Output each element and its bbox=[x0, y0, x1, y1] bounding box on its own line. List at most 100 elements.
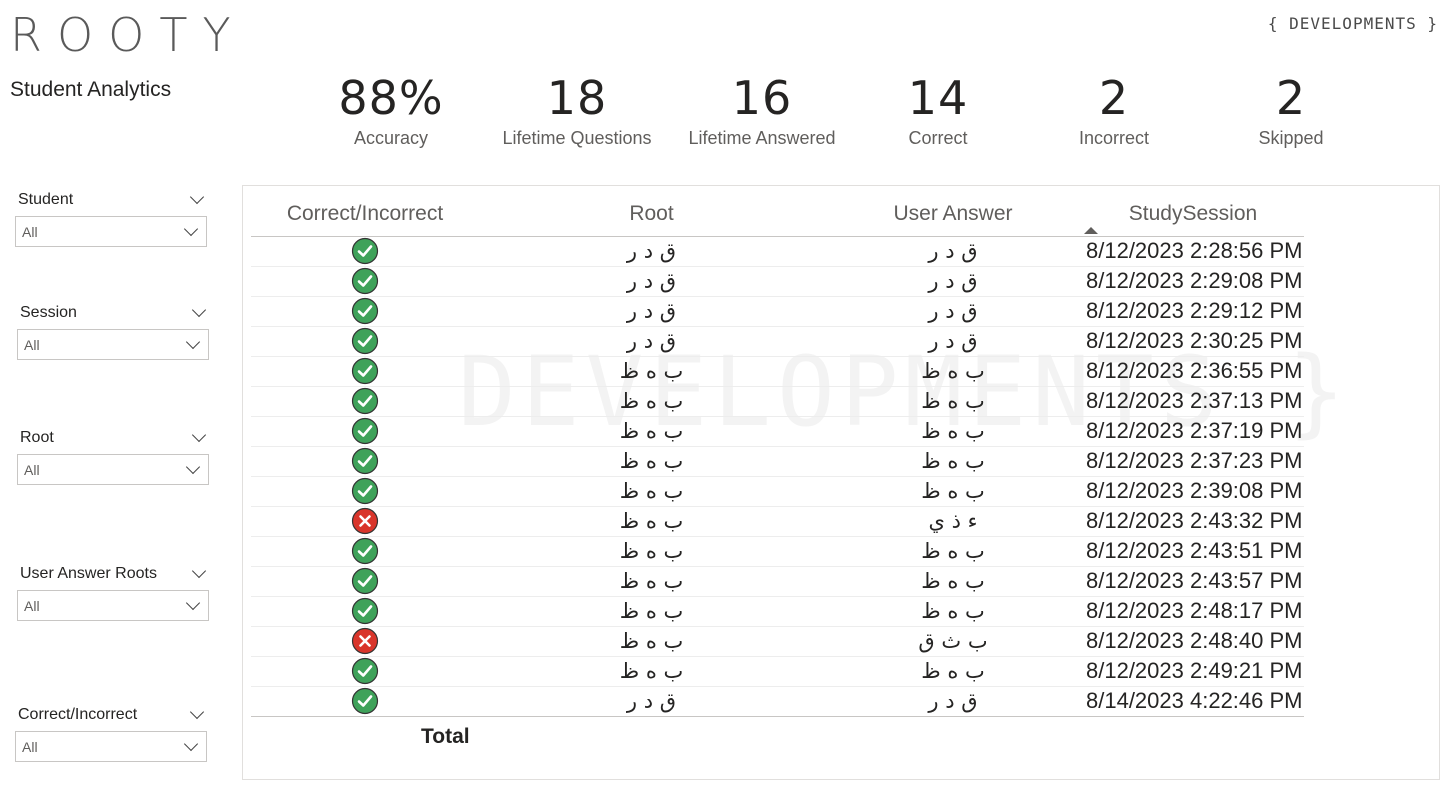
chevron-down-icon bbox=[183, 221, 199, 236]
user-answer-cell: ق د ر bbox=[824, 686, 1082, 717]
user-answer-cell: ق د ر bbox=[824, 296, 1082, 327]
study-session-cell: 8/12/2023 2:48:40 PM bbox=[1082, 626, 1304, 657]
user-answer-cell: ق د ر bbox=[824, 266, 1082, 297]
root-cell: ق د ر bbox=[479, 326, 824, 357]
root-cell: ب ه ظ bbox=[479, 536, 824, 567]
check-circle-icon bbox=[351, 387, 379, 415]
slicer-header[interactable]: Student bbox=[15, 189, 207, 210]
study-session-cell: 8/12/2023 2:48:17 PM bbox=[1082, 596, 1304, 627]
slicer-header[interactable]: Correct/Incorrect bbox=[15, 704, 207, 725]
status-cell bbox=[251, 686, 479, 717]
status-cell bbox=[251, 266, 479, 297]
column-header-root[interactable]: Root bbox=[479, 192, 824, 237]
chevron-down-icon[interactable] bbox=[191, 563, 207, 579]
slicer-header[interactable]: Session bbox=[17, 302, 209, 323]
check-circle-icon bbox=[351, 597, 379, 625]
column-header-label: StudySession bbox=[1128, 201, 1258, 225]
kpi-value: 2 bbox=[1275, 71, 1307, 125]
correct-incorrect-dropdown[interactable]: All bbox=[15, 731, 207, 762]
slicer-correct-incorrect: Correct/Incorrect All bbox=[15, 704, 207, 762]
root-cell: ق د ر bbox=[479, 266, 824, 297]
check-circle-icon bbox=[351, 657, 379, 685]
check-circle-icon bbox=[351, 477, 379, 505]
column-header-study-session[interactable]: StudySession bbox=[1082, 192, 1304, 237]
check-circle-icon bbox=[351, 687, 379, 715]
study-session-cell: 8/12/2023 2:30:25 PM bbox=[1082, 326, 1304, 357]
chevron-down-icon[interactable] bbox=[189, 189, 205, 205]
study-session-cell: 8/12/2023 2:37:13 PM bbox=[1082, 386, 1304, 417]
root-dropdown[interactable]: All bbox=[17, 454, 209, 485]
user-answer-cell: ب ه ظ bbox=[824, 596, 1082, 627]
kpi-correct: 14 Correct bbox=[853, 70, 1023, 149]
status-cell bbox=[251, 416, 479, 447]
results-table-panel: DEVELOPMENTS } Correct/Incorrect Root Us… bbox=[242, 185, 1440, 780]
column-header-correct-incorrect[interactable]: Correct/Incorrect bbox=[251, 192, 479, 237]
user-answer-cell: ق د ر bbox=[824, 236, 1082, 267]
page-subtitle: Student Analytics bbox=[10, 78, 172, 101]
slicer-session: Session All bbox=[17, 302, 209, 360]
study-session-cell: 8/12/2023 2:49:21 PM bbox=[1082, 656, 1304, 687]
study-session-cell: 8/12/2023 2:39:08 PM bbox=[1082, 476, 1304, 507]
dropdown-value: All bbox=[22, 738, 38, 755]
chevron-down-icon[interactable] bbox=[191, 302, 207, 318]
kpi-value: 14 bbox=[907, 71, 969, 125]
root-cell: ق د ر bbox=[479, 296, 824, 327]
dropdown-value: All bbox=[24, 597, 40, 614]
root-cell: ق د ر bbox=[479, 686, 824, 717]
status-cell bbox=[251, 506, 479, 537]
kpi-label: Correct bbox=[908, 128, 968, 148]
slicer-student: Student All bbox=[15, 189, 207, 247]
kpi-value: 2 bbox=[1098, 71, 1130, 125]
kpi-value: 16 bbox=[731, 71, 793, 125]
sort-ascending-icon bbox=[1084, 226, 1098, 234]
check-circle-icon bbox=[351, 357, 379, 385]
status-cell bbox=[251, 566, 479, 597]
chevron-down-icon[interactable] bbox=[189, 704, 205, 720]
column-header-user-answer[interactable]: User Answer bbox=[824, 192, 1082, 237]
kpi-lifetime-questions: 18 Lifetime Questions bbox=[492, 70, 662, 149]
status-cell bbox=[251, 626, 479, 657]
user-answer-roots-dropdown[interactable]: All bbox=[17, 590, 209, 621]
kpi-label: Incorrect bbox=[1078, 128, 1150, 148]
slicer-user-answer-roots: User Answer Roots All bbox=[17, 563, 209, 621]
study-session-cell: 8/12/2023 2:43:57 PM bbox=[1082, 566, 1304, 597]
slicer-title: Student bbox=[18, 191, 74, 208]
user-answer-cell: ب ه ظ bbox=[824, 476, 1082, 507]
check-circle-icon bbox=[351, 417, 379, 445]
study-session-cell: 8/12/2023 2:37:23 PM bbox=[1082, 446, 1304, 477]
status-cell bbox=[251, 386, 479, 417]
root-cell: ب ه ظ bbox=[479, 416, 824, 447]
slicer-header[interactable]: User Answer Roots bbox=[17, 563, 209, 584]
study-session-cell: 8/12/2023 2:43:32 PM bbox=[1082, 506, 1304, 537]
status-cell bbox=[251, 326, 479, 357]
chevron-down-icon[interactable] bbox=[191, 427, 207, 443]
kpi-incorrect: 2 Incorrect bbox=[1029, 70, 1199, 149]
user-answer-cell: ب ه ظ bbox=[824, 416, 1082, 447]
study-session-cell: 8/12/2023 2:37:19 PM bbox=[1082, 416, 1304, 447]
study-session-cell: 8/12/2023 2:29:12 PM bbox=[1082, 296, 1304, 327]
slicer-header[interactable]: Root bbox=[17, 427, 209, 448]
user-answer-cell: ق د ر bbox=[824, 326, 1082, 357]
session-dropdown[interactable]: All bbox=[17, 329, 209, 360]
kpi-label: Lifetime Answered bbox=[688, 128, 836, 148]
slicer-title: Session bbox=[20, 304, 77, 321]
chevron-down-icon bbox=[185, 334, 201, 349]
slicer-root: Root All bbox=[17, 427, 209, 485]
student-dropdown[interactable]: All bbox=[15, 216, 207, 247]
